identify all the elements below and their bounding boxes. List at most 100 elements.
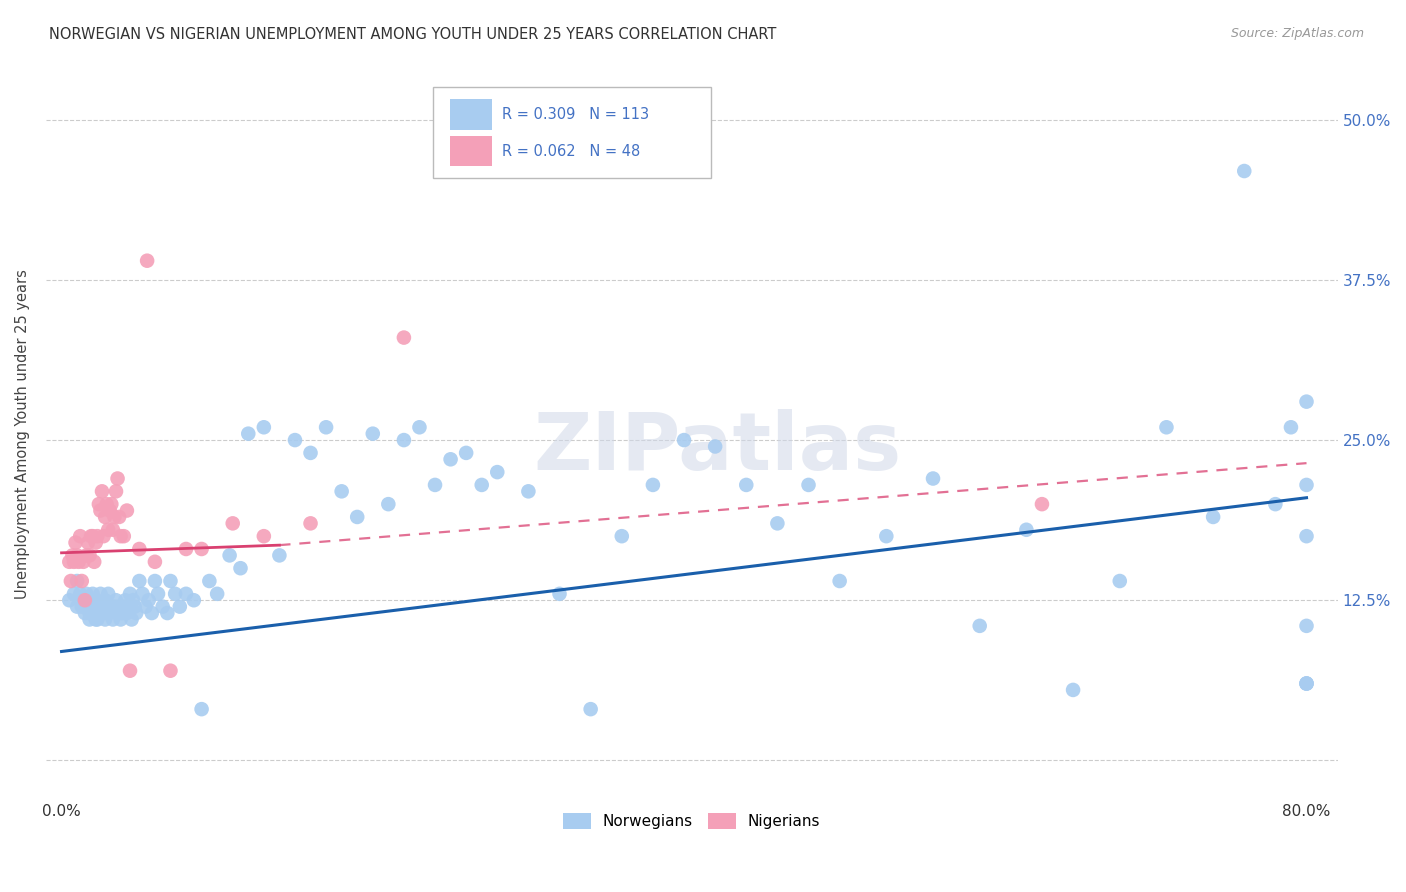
Point [69, 587, 91, 601]
Point [159, 574, 181, 588]
Point [97, 587, 120, 601]
Point [1295, 394, 1317, 409]
Point [330, 484, 353, 499]
Point [84, 612, 107, 626]
Point [83, 606, 105, 620]
Point [117, 599, 139, 614]
Point [238, 426, 260, 441]
Point [969, 619, 991, 633]
Point [105, 593, 128, 607]
Point [94, 510, 117, 524]
Point [107, 471, 129, 485]
Point [377, 497, 399, 511]
Point [346, 510, 368, 524]
Point [91, 606, 114, 620]
Point [610, 529, 633, 543]
Point [229, 561, 252, 575]
Point [73, 606, 96, 620]
Point [299, 446, 322, 460]
Point [165, 587, 187, 601]
Point [70, 574, 93, 588]
Point [1295, 676, 1317, 690]
Point [704, 440, 727, 454]
Point [79, 606, 101, 620]
Point [112, 529, 135, 543]
Point [486, 465, 509, 479]
Point [87, 497, 110, 511]
Point [673, 433, 696, 447]
Point [735, 478, 758, 492]
Point [97, 523, 120, 537]
Point [73, 593, 96, 607]
Text: NORWEGIAN VS NIGERIAN UNEMPLOYMENT AMONG YOUTH UNDER 25 YEARS CORRELATION CHART: NORWEGIAN VS NIGERIAN UNEMPLOYMENT AMONG… [49, 27, 776, 42]
Point [75, 549, 97, 563]
Point [101, 523, 124, 537]
Point [114, 593, 136, 607]
Point [143, 555, 166, 569]
Point [98, 503, 121, 517]
Point [87, 606, 110, 620]
Point [128, 541, 150, 556]
Legend: Norwegians, Nigerians: Norwegians, Nigerians [557, 806, 827, 835]
Point [548, 587, 571, 601]
Point [146, 587, 169, 601]
Point [128, 574, 150, 588]
Point [66, 599, 89, 614]
Point [122, 593, 145, 607]
Point [67, 555, 90, 569]
Point [103, 510, 125, 524]
Point [89, 587, 111, 601]
Point [110, 529, 132, 543]
Point [517, 484, 540, 499]
Point [89, 599, 111, 614]
Point [284, 433, 307, 447]
Point [91, 484, 114, 499]
Point [1279, 420, 1302, 434]
Point [136, 253, 159, 268]
Point [361, 426, 384, 441]
Point [1295, 478, 1317, 492]
Point [82, 587, 104, 601]
Point [62, 549, 84, 563]
Point [65, 535, 87, 549]
Point [174, 541, 197, 556]
Point [218, 549, 240, 563]
Point [641, 478, 664, 492]
Point [98, 606, 121, 620]
Point [79, 549, 101, 563]
Point [107, 606, 129, 620]
Point [80, 529, 103, 543]
Point [105, 484, 128, 499]
Point [115, 503, 138, 517]
Point [1233, 164, 1256, 178]
Point [156, 606, 179, 620]
Point [141, 606, 163, 620]
Point [125, 606, 148, 620]
Point [84, 535, 107, 549]
Point [1295, 676, 1317, 690]
FancyBboxPatch shape [433, 87, 711, 178]
Point [1108, 574, 1130, 588]
Point [131, 587, 153, 601]
Point [1202, 510, 1225, 524]
Point [111, 606, 134, 620]
Point [1015, 523, 1038, 537]
FancyBboxPatch shape [450, 136, 492, 167]
Point [392, 433, 415, 447]
Point [94, 612, 117, 626]
Point [1264, 497, 1286, 511]
Point [579, 702, 602, 716]
Point [58, 555, 80, 569]
Point [108, 510, 131, 524]
Point [82, 599, 104, 614]
Text: ZIPatlas: ZIPatlas [533, 409, 901, 487]
Point [83, 555, 105, 569]
Point [198, 574, 221, 588]
Point [392, 330, 415, 344]
Point [766, 516, 789, 531]
Point [86, 612, 108, 626]
Point [69, 529, 91, 543]
Point [110, 612, 132, 626]
Point [439, 452, 461, 467]
Point [315, 420, 337, 434]
